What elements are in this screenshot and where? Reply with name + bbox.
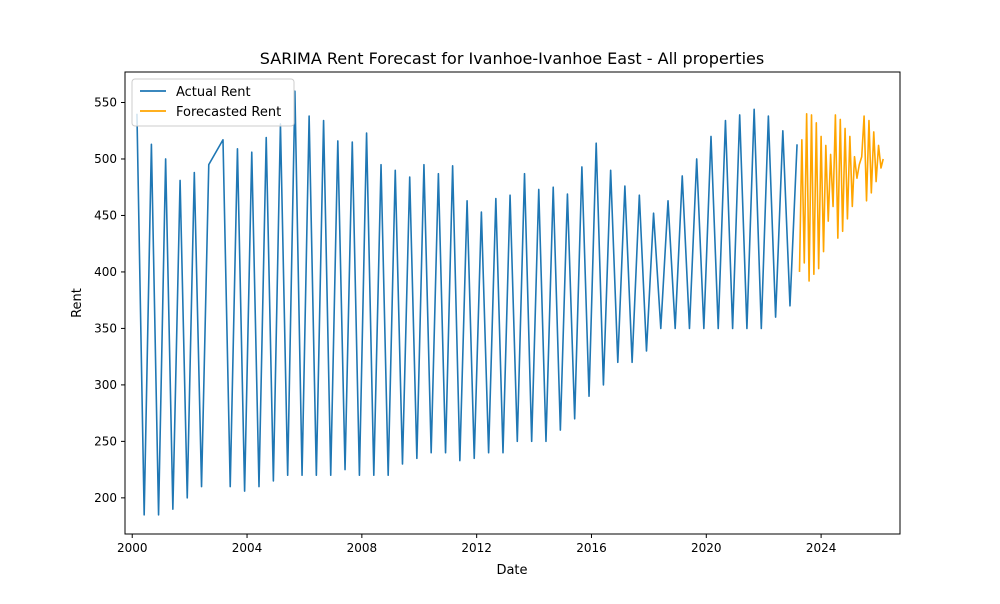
x-tick-label: 2024 [806,541,837,555]
legend: Actual Rent Forecasted Rent [131,78,295,127]
y-tick-label: 300 [94,378,117,392]
legend-label-0: Actual Rent [176,85,251,100]
legend-box [131,78,295,127]
x-tick-label: 2004 [232,541,263,555]
y-tick-label: 250 [94,434,117,448]
y-axis-label: Rent [70,288,85,318]
y-tick-label: 200 [94,491,117,505]
x-axis-label: Date [496,563,527,578]
y-tick-label: 550 [94,95,117,109]
x-axis: 2000 2004 2008 2012 2016 2020 2024 [117,534,836,555]
legend-label-1: Forecasted Rent [176,105,281,120]
y-tick-label: 350 [94,321,117,335]
axes-frame [124,71,901,535]
y-tick-label: 450 [94,208,117,222]
x-tick-label: 2012 [461,541,492,555]
y-axis: 200 250 300 350 400 450 500 550 [94,95,125,505]
x-tick-label: 2020 [691,541,722,555]
x-tick-label: 2008 [347,541,378,555]
y-tick-label: 400 [94,265,117,279]
y-tick-label: 500 [94,152,117,166]
x-tick-label: 2016 [576,541,607,555]
chart-title: SARIMA Rent Forecast for Ivanhoe-Ivanhoe… [260,49,764,68]
series-layer [136,90,884,516]
plot-area [124,71,901,535]
x-tick-label: 2000 [117,541,148,555]
series-line-1 [798,112,884,282]
series-line-0 [136,90,798,516]
